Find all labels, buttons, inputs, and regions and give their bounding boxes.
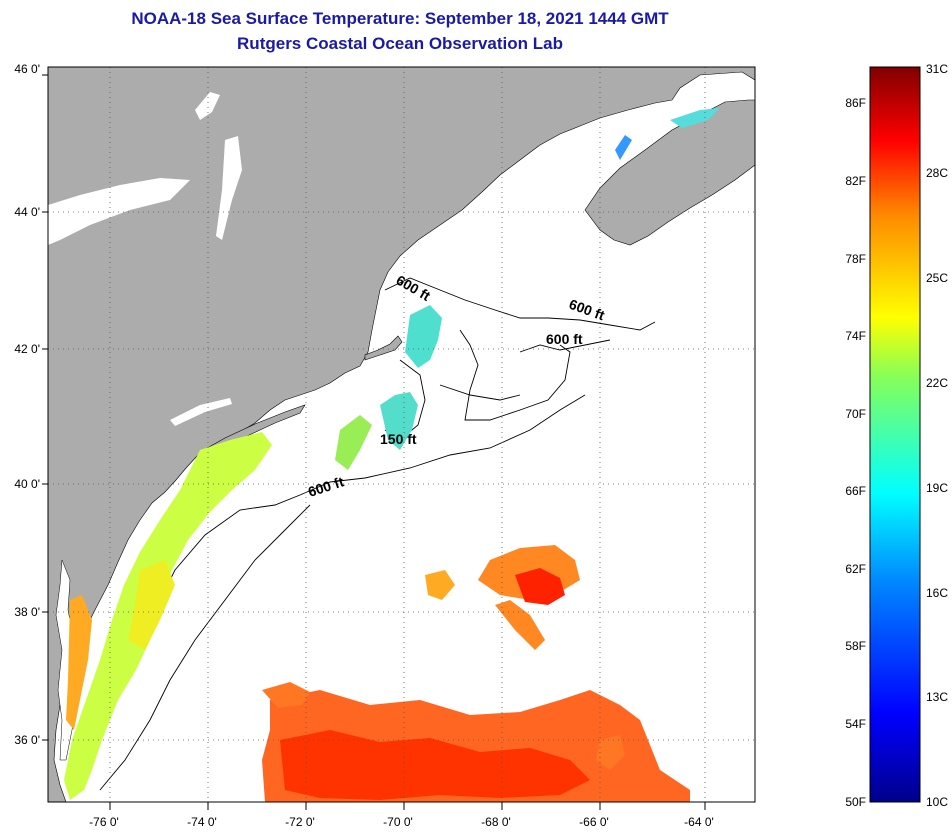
lon-label-66: -66 0' xyxy=(579,815,609,829)
cbar-c-13: 13C xyxy=(926,690,948,704)
cbar-f-82: 82F xyxy=(845,174,866,188)
cbar-f-78: 78F xyxy=(845,252,866,266)
land-cape-cod xyxy=(364,335,403,361)
cbar-f-54: 54F xyxy=(845,717,866,731)
cbar-f-66: 66F xyxy=(845,484,866,498)
sst-orange-patch-center xyxy=(425,570,455,600)
map-panel: 600 ft 600 ft 600 ft 150 ft 600 ft xyxy=(48,67,755,802)
lon-label-72: -72 0' xyxy=(285,815,315,829)
longitude-labels: -76 0' -74 0' -72 0' -70 0' -68 0' -66 0… xyxy=(89,815,714,829)
temperature-colorbar xyxy=(869,66,921,803)
cbar-f-58: 58F xyxy=(845,639,866,653)
sst-orange-patch-west xyxy=(262,682,310,708)
lat-label-36: 36 0' xyxy=(14,733,40,747)
lat-label-38: 38 0' xyxy=(14,605,40,619)
cbar-c-28: 28C xyxy=(926,166,948,180)
colorbar-celsius-labels: 31C 28C 25C 22C 19C 16C 13C 10C xyxy=(926,62,948,809)
sst-cyan-bay-of-fundy xyxy=(615,135,632,160)
lon-label-70: -70 0' xyxy=(383,815,413,829)
map-subtitle: Rutgers Coastal Ocean Observation Lab xyxy=(237,34,563,53)
sst-orange-filament xyxy=(495,600,545,650)
lon-label-76: -76 0' xyxy=(89,815,119,829)
lat-label-40: 40 0' xyxy=(14,477,40,491)
cbar-c-22: 22C xyxy=(926,376,948,390)
sst-cool-gulf-of-maine xyxy=(405,305,442,368)
sst-orange-coast xyxy=(66,595,92,730)
lon-label-74: -74 0' xyxy=(187,815,217,829)
sst-orange-southeast xyxy=(596,735,625,770)
sst-yellowgreen-shelf xyxy=(64,432,272,800)
sst-red-gulf-stream-core xyxy=(280,730,590,800)
contour-label-nantucket-shoals: 150 ft xyxy=(380,431,417,447)
cbar-f-70: 70F xyxy=(845,407,866,421)
sst-yellow-nj-shelf xyxy=(128,560,175,650)
sst-cool-nantucket xyxy=(380,392,418,450)
lat-label-44: 44 0' xyxy=(14,205,40,219)
lon-label-64: -64 0' xyxy=(684,815,714,829)
cbar-c-25: 25C xyxy=(926,271,948,285)
axis-ticks xyxy=(42,74,706,810)
cbar-f-62: 62F xyxy=(845,562,866,576)
cbar-f-86: 86F xyxy=(845,96,866,110)
sst-cyan-maine-coast xyxy=(670,108,720,128)
land-nova-scotia xyxy=(584,99,755,246)
sst-data-overlay xyxy=(64,108,720,802)
cbar-c-10: 10C xyxy=(926,795,948,809)
inland-water-1 xyxy=(195,92,220,120)
cbar-c-16: 16C xyxy=(926,586,948,600)
sst-green-southern-new-england xyxy=(335,415,372,470)
colorbar-fahrenheit-labels: 86F 82F 78F 74F 70F 66F 62F 58F 54F 50F xyxy=(845,96,866,809)
inland-water-4 xyxy=(170,398,232,426)
cbar-c-31: 31C xyxy=(926,62,948,76)
cbar-f-74: 74F xyxy=(845,329,866,343)
latitude-labels: 46 0' 44 0' 42 0' 40 0' 38 0' 36 0' xyxy=(14,62,40,747)
contour-label-northeast-channel: 600 ft xyxy=(546,331,583,347)
lat-label-46: 46 0' xyxy=(14,62,40,76)
cbar-f-50: 50F xyxy=(845,795,866,809)
map-frame xyxy=(47,66,756,803)
sst-red-warm-core-ring xyxy=(515,568,565,605)
lat-label-42: 42 0' xyxy=(14,342,40,356)
map-title: NOAA-18 Sea Surface Temperature: Septemb… xyxy=(131,9,669,28)
cbar-c-19: 19C xyxy=(926,481,948,495)
inland-water-3 xyxy=(48,178,190,245)
lon-label-68: -68 0' xyxy=(481,815,511,829)
inland-water-2 xyxy=(216,136,242,240)
